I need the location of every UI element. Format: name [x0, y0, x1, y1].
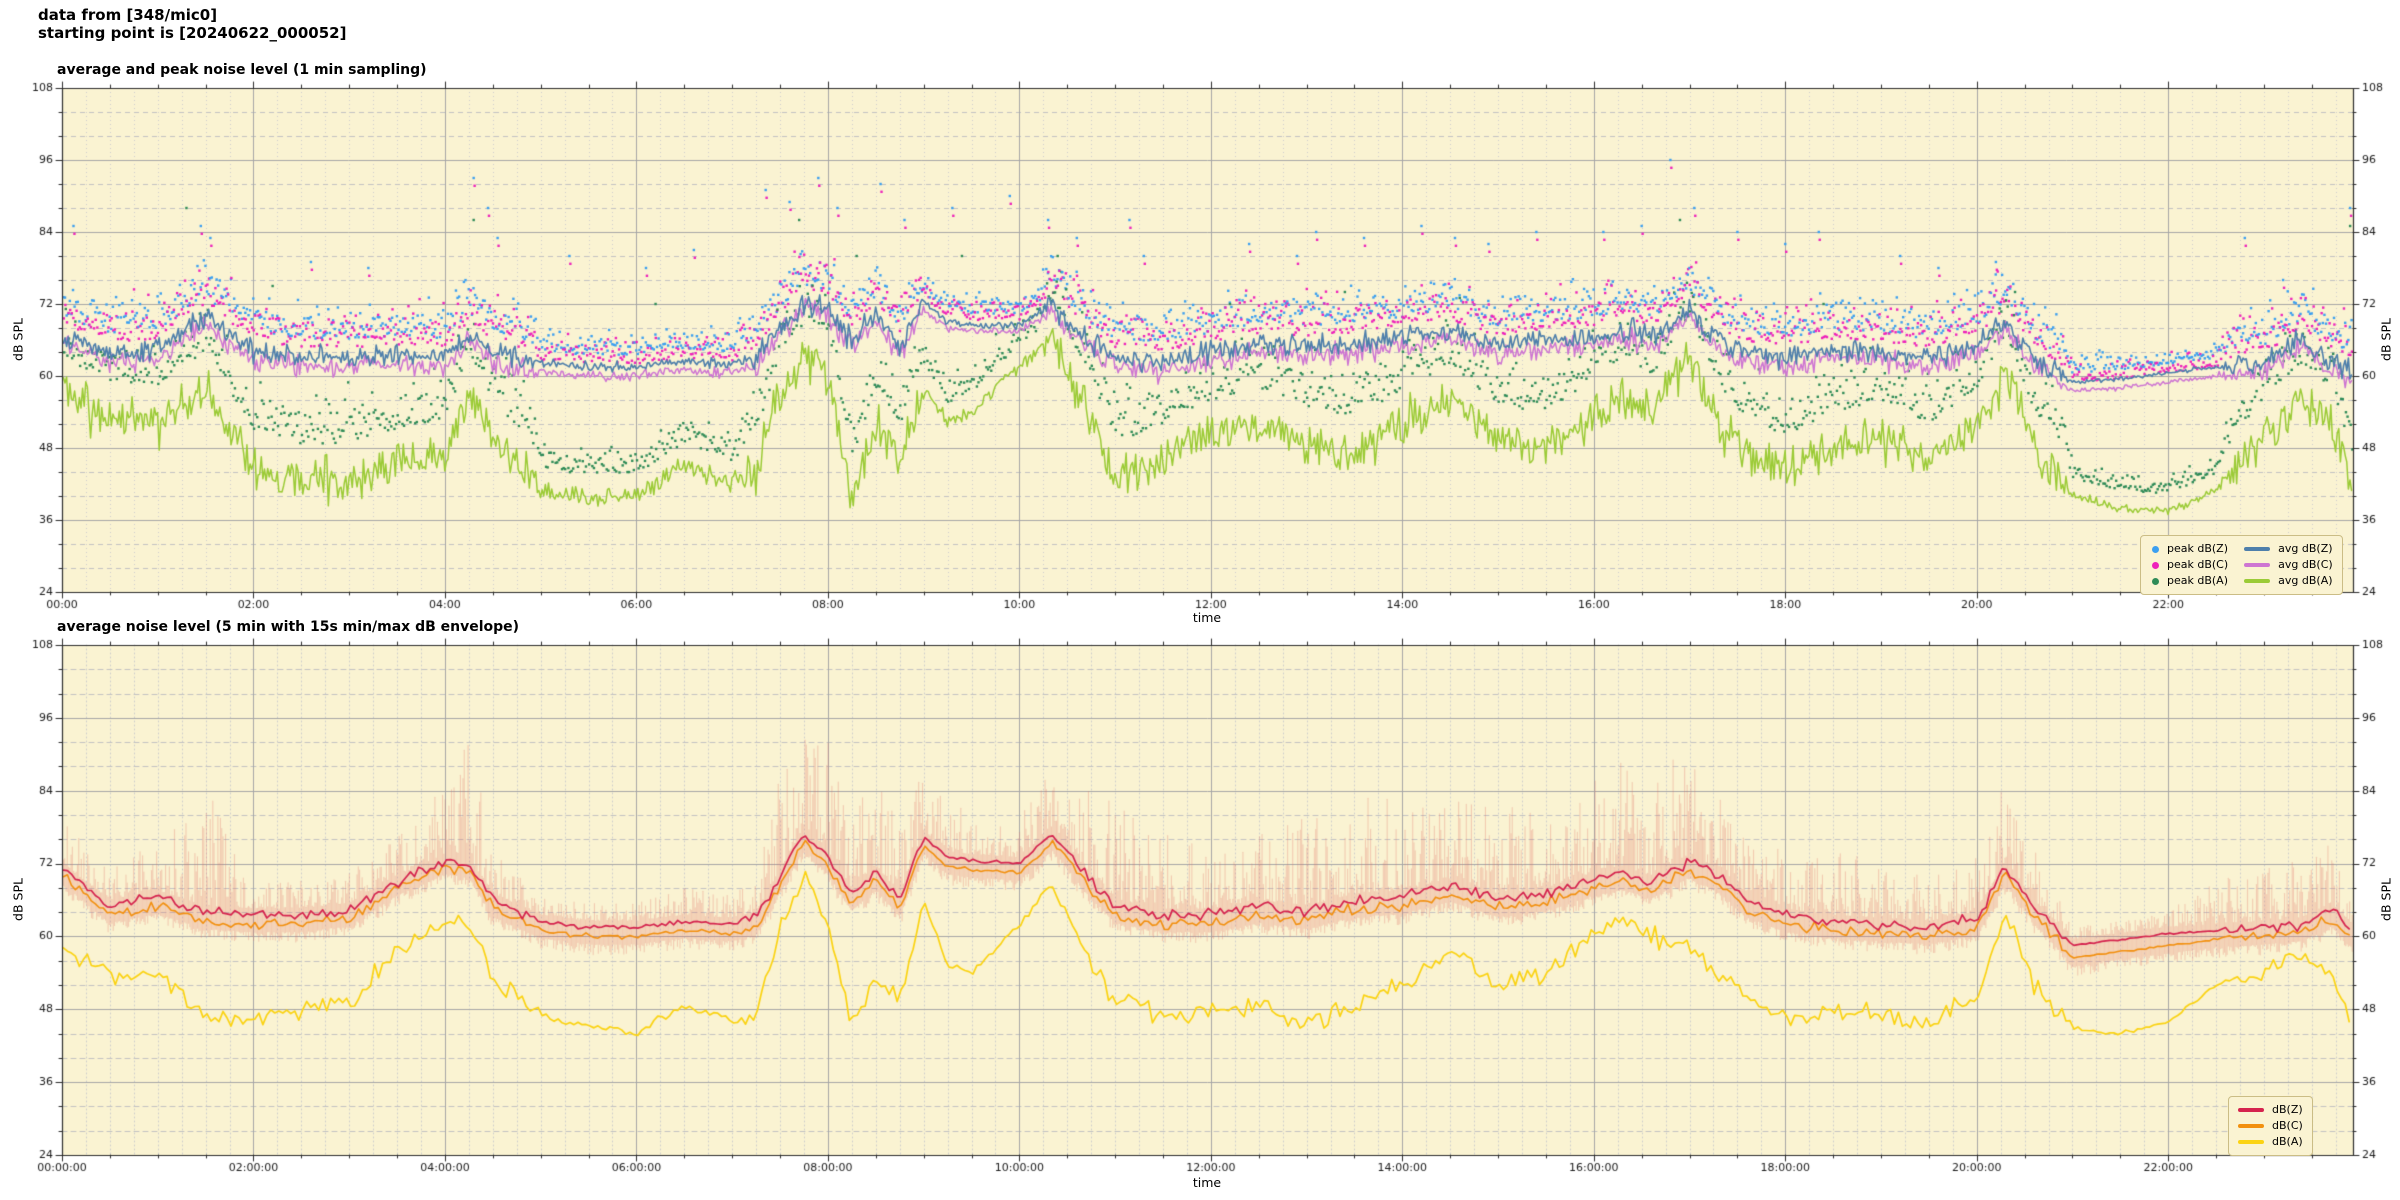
top-chart-xlabel: time [1192, 610, 1222, 625]
legend-label: peak dB(C) [2167, 558, 2229, 571]
bottom-chart-ylabel-right: dB SPL [2378, 878, 2394, 921]
legend-dot-marker [2152, 545, 2159, 553]
legend-label: peak dB(A) [2167, 574, 2228, 587]
legend-label: dB(C) [2272, 1119, 2303, 1132]
legend-entry: avg dB(Z) [2244, 541, 2333, 557]
legend-label: dB(A) [2272, 1135, 2303, 1148]
legend-label: peak dB(Z) [2167, 542, 2229, 555]
legend-line-marker [2244, 547, 2271, 551]
legend-entry: avg dB(A) [2244, 573, 2333, 589]
legend-label: dB(Z) [2272, 1103, 2303, 1116]
legend-dot-marker [2152, 577, 2159, 585]
legend-column: peak dB(Z) peak dB(C) peak dB(A) [2150, 541, 2228, 589]
header-line1: data from [348/mic0] [38, 6, 218, 24]
legend-label: avg dB(A) [2278, 574, 2333, 587]
legend-entry: peak dB(C) [2150, 557, 2228, 573]
legend-entry: dB(C) [2238, 1118, 2303, 1134]
legend-entry: peak dB(A) [2150, 573, 2228, 589]
legend-label: avg dB(Z) [2278, 542, 2333, 555]
legend-column: avg dB(Z) avg dB(C) avg dB(A) [2244, 541, 2333, 589]
bottom-chart-legend: dB(Z) dB(C) dB(A) [2228, 1096, 2313, 1156]
legend-column: dB(Z) dB(C) dB(A) [2238, 1102, 2303, 1150]
bottom-chart-xlabel: time [1192, 1175, 1222, 1190]
legend-dot-marker [2152, 561, 2159, 569]
top-chart-title: average and peak noise level (1 min samp… [57, 62, 427, 78]
legend-entry: dB(A) [2238, 1134, 2303, 1150]
legend-line-marker [2238, 1108, 2264, 1112]
legend-line-marker [2244, 579, 2271, 583]
legend-line-marker [2238, 1140, 2264, 1144]
top-chart-ylabel-left: dB SPL [10, 318, 26, 361]
legend-entry: peak dB(Z) [2150, 541, 2228, 557]
legend-entry: dB(Z) [2238, 1102, 2303, 1118]
header-line2: starting point is [20240622_000052] [38, 24, 347, 42]
bottom-chart-ylabel-left: dB SPL [10, 878, 26, 921]
bottom-chart-title: average noise level (5 min with 15s min/… [57, 619, 520, 635]
legend-line-marker [2238, 1124, 2264, 1128]
top-chart-legend: peak dB(Z) peak dB(C) peak dB(A) avg dB(Z) a… [2140, 535, 2343, 595]
legend-entry: avg dB(C) [2244, 557, 2333, 573]
legend-line-marker [2244, 563, 2271, 567]
legend-label: avg dB(C) [2278, 558, 2333, 571]
top-chart-ylabel-right: dB SPL [2378, 318, 2394, 361]
